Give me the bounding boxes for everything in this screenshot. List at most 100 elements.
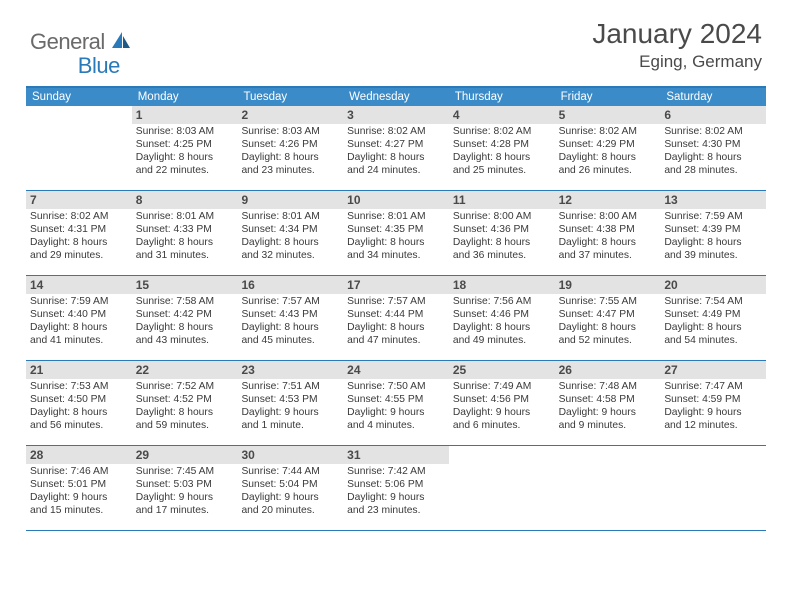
day-line: Sunrise: 7:47 AM: [664, 381, 762, 394]
week-row: 7Sunrise: 8:02 AMSunset: 4:31 PMDaylight…: [26, 191, 766, 276]
day-cell: 29Sunrise: 7:45 AMSunset: 5:03 PMDayligh…: [132, 446, 238, 530]
day-line: and 54 minutes.: [664, 335, 762, 348]
day-body: Sunrise: 7:59 AMSunset: 4:40 PMDaylight:…: [26, 294, 132, 351]
day-line: and 36 minutes.: [453, 250, 551, 263]
day-number: 16: [237, 276, 343, 294]
day-cell: 8Sunrise: 8:01 AMSunset: 4:33 PMDaylight…: [132, 191, 238, 275]
day-line: and 34 minutes.: [347, 250, 445, 263]
day-cell: 17Sunrise: 7:57 AMSunset: 4:44 PMDayligh…: [343, 276, 449, 360]
day-cell: 2Sunrise: 8:03 AMSunset: 4:26 PMDaylight…: [237, 106, 343, 190]
day-line: Sunrise: 7:57 AM: [241, 296, 339, 309]
weekday-header: Friday: [555, 88, 661, 106]
day-number: 27: [660, 361, 766, 379]
day-cell: 12Sunrise: 8:00 AMSunset: 4:38 PMDayligh…: [555, 191, 661, 275]
day-cell: 7Sunrise: 8:02 AMSunset: 4:31 PMDaylight…: [26, 191, 132, 275]
day-cell: [449, 446, 555, 530]
day-cell: 14Sunrise: 7:59 AMSunset: 4:40 PMDayligh…: [26, 276, 132, 360]
logo-sail-icon: [110, 30, 132, 55]
day-number: 13: [660, 191, 766, 209]
day-number: 17: [343, 276, 449, 294]
day-line: Sunset: 4:26 PM: [241, 139, 339, 152]
day-number: [449, 446, 555, 464]
day-number: 8: [132, 191, 238, 209]
day-line: Sunrise: 8:03 AM: [241, 126, 339, 139]
day-body: Sunrise: 7:58 AMSunset: 4:42 PMDaylight:…: [132, 294, 238, 351]
day-cell: 25Sunrise: 7:49 AMSunset: 4:56 PMDayligh…: [449, 361, 555, 445]
day-line: and 29 minutes.: [30, 250, 128, 263]
day-line: and 20 minutes.: [241, 505, 339, 518]
day-line: Daylight: 9 hours: [559, 407, 657, 420]
day-cell: 9Sunrise: 8:01 AMSunset: 4:34 PMDaylight…: [237, 191, 343, 275]
day-line: Sunrise: 8:01 AM: [241, 211, 339, 224]
day-line: Sunrise: 7:53 AM: [30, 381, 128, 394]
header: General Blue January 2024 Eging, Germany: [0, 0, 792, 78]
day-cell: 27Sunrise: 7:47 AMSunset: 4:59 PMDayligh…: [660, 361, 766, 445]
day-number: 24: [343, 361, 449, 379]
day-line: and 41 minutes.: [30, 335, 128, 348]
day-line: Sunset: 4:53 PM: [241, 394, 339, 407]
day-line: Daylight: 8 hours: [453, 237, 551, 250]
day-line: Sunset: 5:04 PM: [241, 479, 339, 492]
day-line: Daylight: 8 hours: [559, 152, 657, 165]
day-line: Daylight: 9 hours: [136, 492, 234, 505]
day-number: 23: [237, 361, 343, 379]
day-line: Sunrise: 8:00 AM: [453, 211, 551, 224]
day-line: and 47 minutes.: [347, 335, 445, 348]
day-line: and 45 minutes.: [241, 335, 339, 348]
day-line: Sunset: 4:58 PM: [559, 394, 657, 407]
day-line: Sunrise: 7:51 AM: [241, 381, 339, 394]
day-number: 28: [26, 446, 132, 464]
day-line: Sunrise: 7:42 AM: [347, 466, 445, 479]
day-number: 26: [555, 361, 661, 379]
day-body: [449, 464, 555, 470]
calendar: Sunday Monday Tuesday Wednesday Thursday…: [26, 86, 766, 531]
day-cell: 18Sunrise: 7:56 AMSunset: 4:46 PMDayligh…: [449, 276, 555, 360]
day-line: Daylight: 8 hours: [347, 237, 445, 250]
day-line: Sunset: 4:34 PM: [241, 224, 339, 237]
weeks-container: 1Sunrise: 8:03 AMSunset: 4:25 PMDaylight…: [26, 106, 766, 531]
day-line: Sunset: 4:56 PM: [453, 394, 551, 407]
day-line: Daylight: 8 hours: [241, 237, 339, 250]
day-line: Sunset: 5:06 PM: [347, 479, 445, 492]
day-line: Sunset: 4:39 PM: [664, 224, 762, 237]
week-row: 1Sunrise: 8:03 AMSunset: 4:25 PMDaylight…: [26, 106, 766, 191]
weekday-header: Monday: [132, 88, 238, 106]
day-number: 18: [449, 276, 555, 294]
day-number: 20: [660, 276, 766, 294]
day-line: Sunset: 5:01 PM: [30, 479, 128, 492]
day-line: Daylight: 9 hours: [30, 492, 128, 505]
day-body: Sunrise: 7:57 AMSunset: 4:43 PMDaylight:…: [237, 294, 343, 351]
day-line: Sunrise: 7:45 AM: [136, 466, 234, 479]
day-body: Sunrise: 7:55 AMSunset: 4:47 PMDaylight:…: [555, 294, 661, 351]
day-line: and 39 minutes.: [664, 250, 762, 263]
day-line: and 31 minutes.: [136, 250, 234, 263]
day-cell: 24Sunrise: 7:50 AMSunset: 4:55 PMDayligh…: [343, 361, 449, 445]
day-line: and 9 minutes.: [559, 420, 657, 433]
day-line: Sunset: 4:35 PM: [347, 224, 445, 237]
day-line: Sunrise: 8:02 AM: [347, 126, 445, 139]
day-line: Sunset: 4:59 PM: [664, 394, 762, 407]
day-line: Sunset: 4:36 PM: [453, 224, 551, 237]
day-line: Sunrise: 7:56 AM: [453, 296, 551, 309]
day-line: Daylight: 9 hours: [453, 407, 551, 420]
day-number: 22: [132, 361, 238, 379]
day-number: 14: [26, 276, 132, 294]
day-number: 29: [132, 446, 238, 464]
day-number: 5: [555, 106, 661, 124]
day-line: Sunrise: 7:46 AM: [30, 466, 128, 479]
day-body: Sunrise: 8:03 AMSunset: 4:26 PMDaylight:…: [237, 124, 343, 181]
day-line: Sunset: 4:28 PM: [453, 139, 551, 152]
day-line: Sunset: 4:43 PM: [241, 309, 339, 322]
day-body: Sunrise: 8:02 AMSunset: 4:30 PMDaylight:…: [660, 124, 766, 181]
day-body: Sunrise: 8:02 AMSunset: 4:27 PMDaylight:…: [343, 124, 449, 181]
day-line: Sunset: 4:27 PM: [347, 139, 445, 152]
day-body: Sunrise: 7:44 AMSunset: 5:04 PMDaylight:…: [237, 464, 343, 521]
day-number: 31: [343, 446, 449, 464]
day-line: Sunset: 4:55 PM: [347, 394, 445, 407]
logo-text-general: General: [30, 29, 105, 55]
day-line: Daylight: 8 hours: [664, 237, 762, 250]
day-line: and 28 minutes.: [664, 165, 762, 178]
day-line: Daylight: 9 hours: [347, 492, 445, 505]
day-line: Sunset: 4:46 PM: [453, 309, 551, 322]
month-title: January 2024: [592, 18, 762, 50]
